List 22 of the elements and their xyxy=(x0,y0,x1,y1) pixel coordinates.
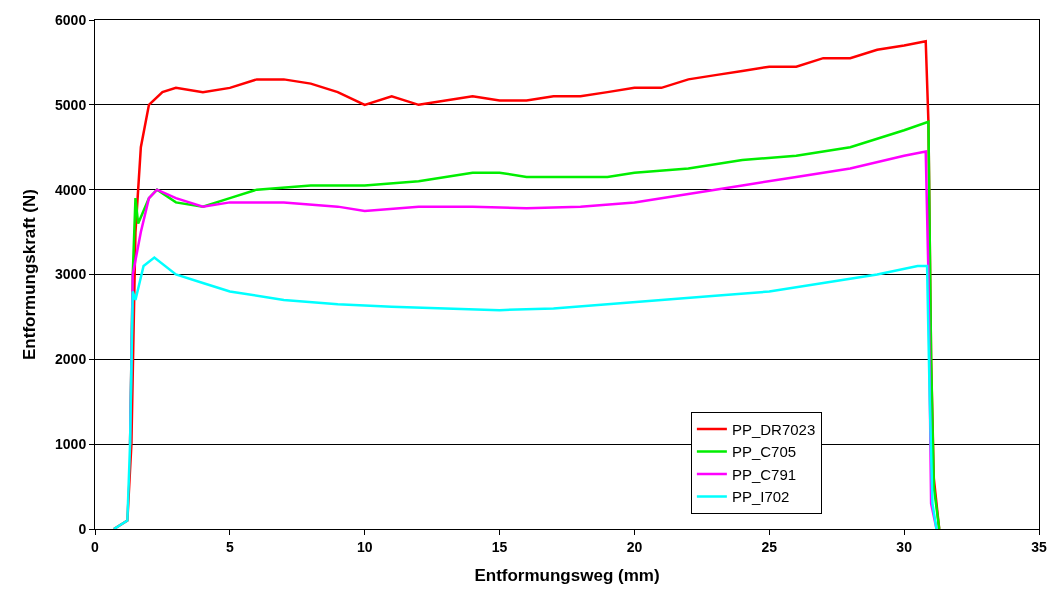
y-tick-label: 5000 xyxy=(55,96,87,113)
legend-label: PP_C791 xyxy=(731,465,797,483)
x-tick-label: 25 xyxy=(761,538,778,555)
x-tick-label: 5 xyxy=(225,538,234,555)
x-axis-title: Entformungsweg (mm) xyxy=(474,566,660,586)
y-tick-label: 3000 xyxy=(55,266,87,283)
y-tick-label: 4000 xyxy=(55,181,87,198)
y-tick-label: 6000 xyxy=(55,11,87,28)
y-tick-label: 1000 xyxy=(55,436,87,453)
line-series xyxy=(112,256,938,529)
x-tick-label: 30 xyxy=(896,538,913,555)
x-tick-label: 20 xyxy=(626,538,643,555)
x-tick-label: 35 xyxy=(1031,538,1047,555)
x-tick-label: 10 xyxy=(356,538,373,555)
y-axis-title: Entformungskraft (N) xyxy=(19,189,39,360)
legend-label: PP_I702 xyxy=(731,488,790,506)
y-tick-label: 0 xyxy=(78,520,87,537)
legend-label: PP_C705 xyxy=(731,443,797,461)
x-tick-label: 0 xyxy=(91,538,100,555)
y-tick-label: 2000 xyxy=(55,351,87,368)
x-tick-label: 15 xyxy=(491,538,508,555)
legend-label: PP_DR7023 xyxy=(731,420,816,438)
